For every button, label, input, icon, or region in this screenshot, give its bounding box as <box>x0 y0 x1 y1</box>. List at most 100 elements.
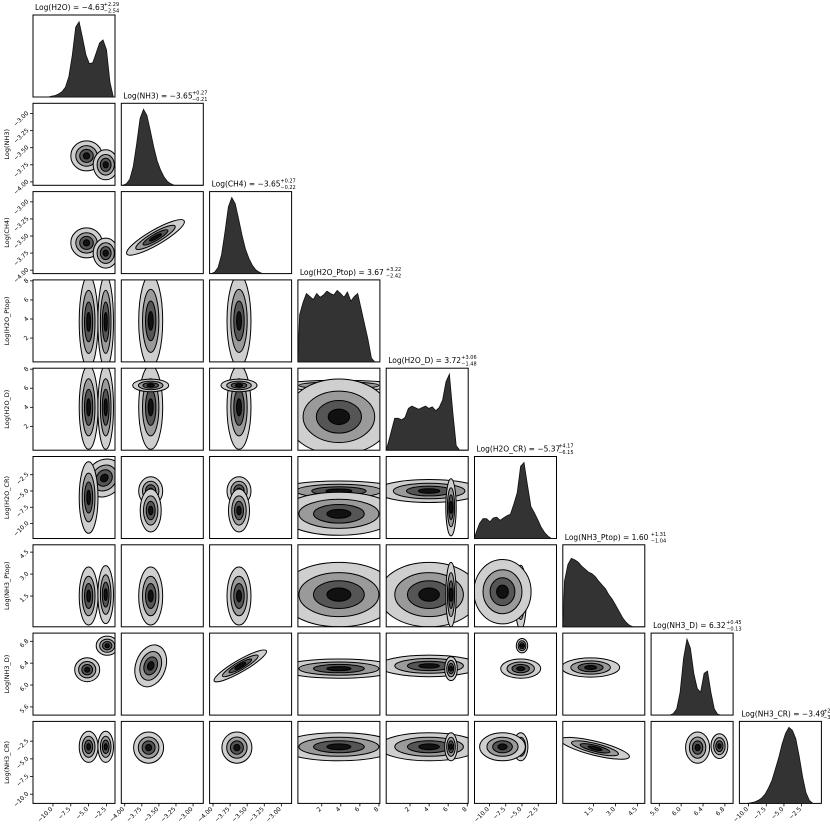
hist-title-sub: −1.04 <box>651 538 666 544</box>
panel-frame <box>297 544 381 628</box>
contour-level <box>148 505 154 516</box>
panel-7-3 <box>297 632 381 716</box>
panel-frame <box>209 632 293 716</box>
x-tick-label: 8 <box>461 806 469 814</box>
panel-frame <box>32 720 116 804</box>
x-tick-label: −2.5 <box>93 806 108 821</box>
y-tick-label: −4.00 <box>12 178 30 196</box>
panel-frame <box>297 456 381 539</box>
panel-frame <box>209 720 293 804</box>
contour-level <box>327 408 351 425</box>
panel-6-1 <box>120 544 204 628</box>
x-tick-label: −7.5 <box>752 806 767 821</box>
panel-8-5 <box>474 720 557 804</box>
x-tick-label: 6.4 <box>693 806 705 818</box>
panel-5-0 <box>32 456 116 539</box>
panel-frame <box>120 544 204 628</box>
panel-frame <box>120 367 204 451</box>
contour-level <box>326 743 352 751</box>
x-tick-label: −3.00 <box>177 806 195 824</box>
contour-level <box>234 662 247 670</box>
hist-title-sub: −2.54 <box>104 9 119 15</box>
x-tick-label: 4 <box>335 806 343 814</box>
x-tick-label: 5.6 <box>649 806 661 818</box>
panel-8-2 <box>209 720 293 804</box>
hist-title-sup: +3.06 <box>461 355 476 361</box>
panel-5-3 <box>297 456 381 539</box>
x-tick-label: −10.0 <box>732 806 750 824</box>
panel-frame <box>385 632 469 716</box>
x-tick-label: −3.25 <box>248 806 266 824</box>
panel-6-2 <box>209 544 293 628</box>
y-axis-label: Log(CH4) <box>3 217 11 247</box>
contour-level <box>326 508 352 519</box>
x-tick-label: 3.0 <box>605 806 617 818</box>
contour-level <box>86 743 91 751</box>
panel-frame <box>209 456 293 539</box>
contour-level <box>326 587 352 602</box>
contour-level <box>418 663 440 669</box>
x-tick-label: −2.5 <box>524 806 539 821</box>
panel-8-6 <box>562 720 646 804</box>
panel-8-3 <box>297 720 381 804</box>
hist-area <box>209 196 292 274</box>
y-tick-label: 4.5 <box>19 548 31 560</box>
contour-level <box>587 745 603 752</box>
hist-area <box>297 289 380 363</box>
hist-title-sup: +0.27 <box>192 90 207 96</box>
panel-2-1 <box>120 191 204 275</box>
contour-level <box>418 743 440 751</box>
y-tick-label: 5.6 <box>19 703 31 715</box>
hist-title: Log(H2O) = −4.63 <box>35 3 105 12</box>
x-tick-label: −3.00 <box>265 806 283 824</box>
x-tick-label: −4.00 <box>196 806 214 824</box>
panel-hist-4: Log(H2O_D) = 3.72 +3.06−1.48 <box>385 355 477 451</box>
panel-3-2 <box>209 279 293 363</box>
y-tick-label: −7.5 <box>15 773 30 788</box>
panel-frame <box>385 720 469 804</box>
panel-6-5 <box>474 544 557 628</box>
panel-frame <box>209 367 293 451</box>
contour-level <box>236 505 242 516</box>
y-tick-label: −5.0 <box>15 755 30 770</box>
panel-3-0 <box>32 279 116 363</box>
hist-title: Log(H2O_D) = 3.72 <box>388 356 461 365</box>
hist-title-sub: −0.21 <box>192 97 207 103</box>
contour-level <box>147 589 154 603</box>
contour-level <box>417 488 441 494</box>
contour-level <box>236 398 242 417</box>
x-tick-label: −7.5 <box>57 806 72 821</box>
y-axis-7: 5.6 6.0 6.4 6.8 Log(NH3_D) <box>3 638 33 715</box>
panel-1-0 <box>32 102 116 186</box>
y-axis-label: Log(H2O_Ptop) <box>3 297 11 346</box>
x-tick-label: 6.0 <box>671 806 683 818</box>
panel-7-1 <box>120 632 204 716</box>
panel-hist-6: Log(NH3_Ptop) = 1.60 +1.31−1.04 <box>562 532 666 628</box>
y-axis-label: Log(NH3) <box>3 129 11 160</box>
x-tick-label: −4.00 <box>108 806 126 824</box>
contour-level <box>103 743 108 751</box>
contour-level <box>100 473 109 483</box>
panel-frame <box>385 456 469 539</box>
y-tick-label: −3.75 <box>12 161 30 179</box>
panel-frame <box>474 632 557 716</box>
panel-frame <box>32 279 116 363</box>
y-tick-label: −3.50 <box>12 144 30 162</box>
contour-level <box>449 587 453 602</box>
panel-frame <box>32 367 116 451</box>
contour-level <box>418 587 440 602</box>
hist-area <box>121 108 204 186</box>
panel-7-2 <box>209 632 293 716</box>
contour-level <box>84 666 91 673</box>
hist-title-sub: −2.42 <box>386 273 401 279</box>
y-axis-6: 1.5 3.0 4.5 Log(NH3_Ptop) <box>3 548 33 610</box>
panel-frame <box>32 191 116 275</box>
panel-frame <box>209 279 293 363</box>
panel-hist-5: Log(H2O_CR) = −5.37+4.17−6.15 <box>473 444 574 539</box>
y-tick-label: −3.00 <box>12 110 30 128</box>
